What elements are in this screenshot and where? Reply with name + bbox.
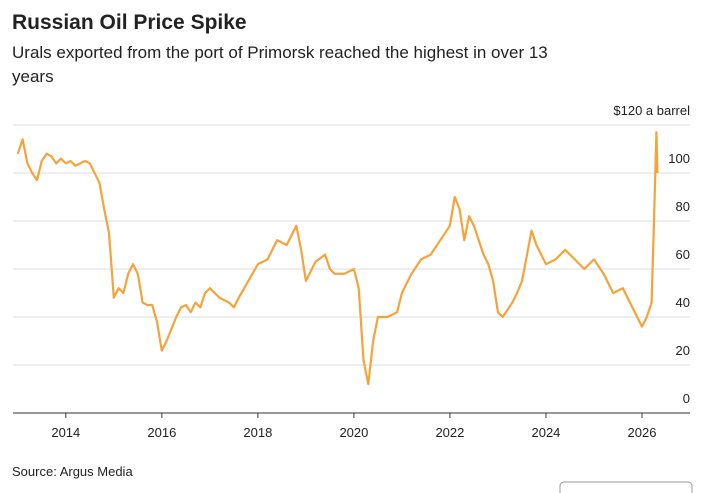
chart-title: Russian Oil Price Spike — [12, 11, 247, 34]
y-tick-label: 0 — [683, 391, 690, 406]
y-tick-label: 80 — [676, 199, 690, 214]
button-outline — [559, 481, 693, 493]
x-tick-label: 2022 — [435, 425, 464, 440]
x-tick-label: 2024 — [531, 425, 560, 440]
y-tick-label: 20 — [676, 343, 690, 358]
x-tick-label: 2018 — [243, 425, 272, 440]
x-tick-label: 2020 — [339, 425, 368, 440]
y-tick-label: $120 a barrel — [613, 103, 690, 118]
price-line — [16, 131, 659, 386]
y-tick-label: 100 — [668, 151, 690, 166]
source: Source: Argus Media — [12, 464, 133, 479]
y-tick-label: 40 — [676, 295, 690, 310]
x-tick-label: 2014 — [51, 425, 80, 440]
chart-subtitle: Urals exported from the port of Primorsk… — [12, 43, 548, 62]
y-tick-label: 60 — [676, 247, 690, 262]
chart-subtitle: years — [12, 67, 54, 86]
x-tick-label: 2016 — [147, 425, 176, 440]
x-tick-label: 2026 — [628, 425, 657, 440]
